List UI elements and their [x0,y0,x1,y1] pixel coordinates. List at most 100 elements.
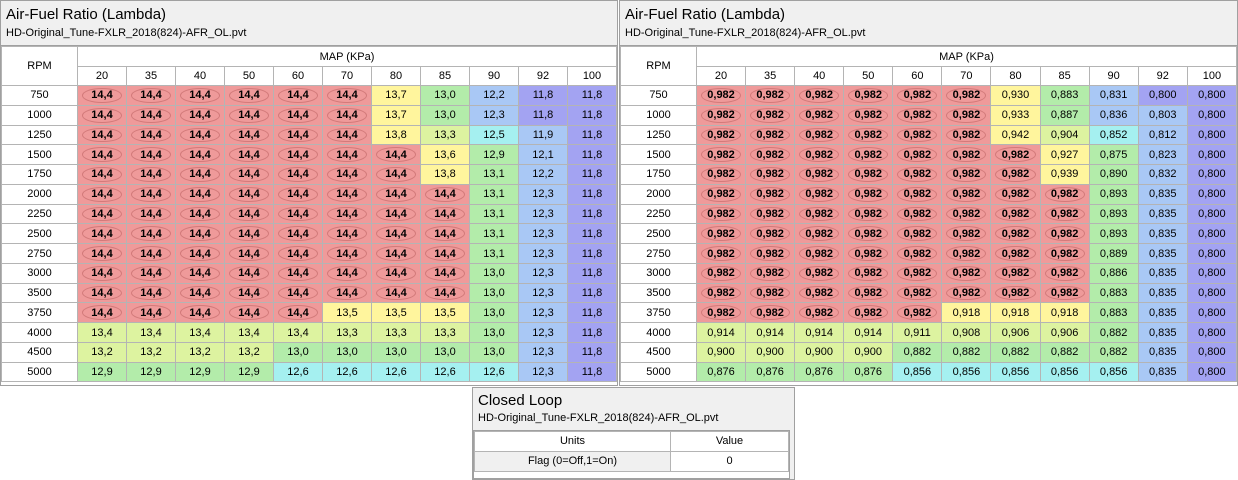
table-cell[interactable]: 11,8 [567,341,617,363]
table-cell[interactable]: 12,9 [77,361,127,383]
table-cell[interactable]: 0,800 [1186,302,1238,324]
table-cell[interactable]: 0,982 [1039,282,1090,304]
table-cell[interactable]: 14,4 [77,203,127,225]
table-cell[interactable]: 0,800 [1186,361,1238,383]
table-cell[interactable]: 13,1 [469,183,519,205]
table-cell[interactable]: 0,982 [745,203,796,225]
table-cell[interactable]: 0,982 [941,164,992,185]
table-cell[interactable]: 13,4 [77,322,127,343]
table-cell[interactable]: 14,4 [322,203,372,225]
table-cell[interactable]: 0,982 [794,164,845,185]
table-cell[interactable]: 13,6 [420,144,470,166]
table-cell[interactable]: 0,904 [1039,124,1090,146]
table-cell[interactable]: 0,982 [843,223,894,245]
table-cell[interactable]: 14,4 [77,223,127,245]
table-cell[interactable]: 0,835 [1137,361,1188,383]
table-cell[interactable]: 0,882 [990,341,1041,363]
table-cell[interactable]: 14,4 [126,223,176,245]
table-cell[interactable]: 14,4 [224,164,274,185]
table-cell[interactable]: 14,4 [273,104,323,126]
table-cell[interactable]: 0,982 [843,164,894,185]
table-cell[interactable]: 14,4 [420,223,470,245]
table-cell[interactable]: 14,4 [371,243,421,264]
table-cell[interactable]: 0,939 [1039,164,1090,185]
table-cell[interactable]: 0,800 [1186,282,1238,304]
table-cell[interactable]: 0,982 [941,104,992,126]
table-cell[interactable]: 11,8 [567,124,617,146]
table-cell[interactable]: 13,4 [126,322,176,343]
table-cell[interactable]: 0,982 [843,262,894,284]
table-cell[interactable]: 0,982 [843,243,894,264]
table-cell[interactable]: 14,4 [371,203,421,225]
table-cell[interactable]: 0,982 [892,104,943,126]
table-cell[interactable]: 11,8 [567,322,617,343]
table-cell[interactable]: 14,4 [420,262,470,284]
table-cell[interactable]: 13,5 [420,302,470,324]
table-cell[interactable]: 14,4 [371,144,421,166]
table-cell[interactable]: 13,0 [469,302,519,324]
table-cell[interactable]: 0,856 [941,361,992,383]
table-cell[interactable]: 12,6 [322,361,372,383]
table-cell[interactable]: 12,6 [420,361,470,383]
table-cell[interactable]: 12,6 [371,361,421,383]
table-cell[interactable]: 0,982 [695,124,747,146]
table-cell[interactable]: 0,835 [1137,322,1188,343]
table-cell[interactable]: 0,982 [941,203,992,225]
table-cell[interactable]: 12,3 [518,262,568,284]
table-cell[interactable]: 13,5 [322,302,372,324]
table-cell[interactable]: 0,889 [1088,243,1139,264]
table-cell[interactable]: 13,3 [420,124,470,146]
table-cell[interactable]: 11,8 [518,104,568,126]
table-cell[interactable]: 0,982 [990,164,1041,185]
table-cell[interactable]: 0,982 [745,164,796,185]
table-cell[interactable]: 14,4 [273,124,323,146]
table-cell[interactable]: 14,4 [273,302,323,324]
table-cell[interactable]: 13,1 [469,164,519,185]
table-cell[interactable]: 0,852 [1088,124,1139,146]
table-cell[interactable]: 13,1 [469,203,519,225]
table-cell[interactable]: 13,8 [420,164,470,185]
table-cell[interactable]: 0,883 [1039,85,1090,106]
table-cell[interactable]: 0,800 [1186,243,1238,264]
table-cell[interactable]: 12,9 [469,144,519,166]
table-cell[interactable]: 0,982 [843,104,894,126]
table-cell[interactable]: 0,982 [990,183,1041,205]
table-cell[interactable]: 14,4 [224,223,274,245]
table-cell[interactable]: 14,4 [224,262,274,284]
table-cell[interactable]: 14,4 [371,282,421,304]
table-cell[interactable]: 0,856 [990,361,1041,383]
table-cell[interactable]: 0,982 [990,243,1041,264]
table-cell[interactable]: 13,8 [371,124,421,146]
table-cell[interactable]: 0,883 [1088,282,1139,304]
table-cell[interactable]: 0,982 [695,85,747,106]
table-cell[interactable]: 0,835 [1137,282,1188,304]
table-cell[interactable]: 0,908 [941,322,992,343]
table-cell[interactable]: 11,8 [567,282,617,304]
table-cell[interactable]: 0,982 [892,164,943,185]
table-cell[interactable]: 0,832 [1137,164,1188,185]
table-cell[interactable]: 0,982 [1039,223,1090,245]
table-cell[interactable]: 0,982 [695,144,747,166]
table-cell[interactable]: 14,4 [420,203,470,225]
table-cell[interactable]: 0,876 [695,361,747,383]
table-cell[interactable]: 14,4 [175,262,225,284]
table-cell[interactable]: 0,982 [794,104,845,126]
table-cell[interactable]: 14,4 [77,144,127,166]
table-cell[interactable]: 13,4 [175,322,225,343]
table-cell[interactable]: 14,4 [126,302,176,324]
table-cell[interactable]: 14,4 [175,223,225,245]
table-cell[interactable]: 0,982 [892,262,943,284]
table-cell[interactable]: 14,4 [77,164,127,185]
table-cell[interactable]: 11,8 [567,85,617,106]
table-cell[interactable]: 13,4 [224,322,274,343]
table-cell[interactable]: 0,982 [892,243,943,264]
table-cell[interactable]: 0,835 [1137,223,1188,245]
table-cell[interactable]: 0,982 [745,282,796,304]
table-cell[interactable]: 13,1 [469,223,519,245]
table-cell[interactable]: 0,882 [941,341,992,363]
table-cell[interactable]: 13,5 [371,302,421,324]
table-cell[interactable]: 0,882 [1088,322,1139,343]
table-cell[interactable]: 14,4 [273,183,323,205]
table-cell[interactable]: 0,900 [745,341,796,363]
table-cell[interactable]: 11,8 [567,262,617,284]
